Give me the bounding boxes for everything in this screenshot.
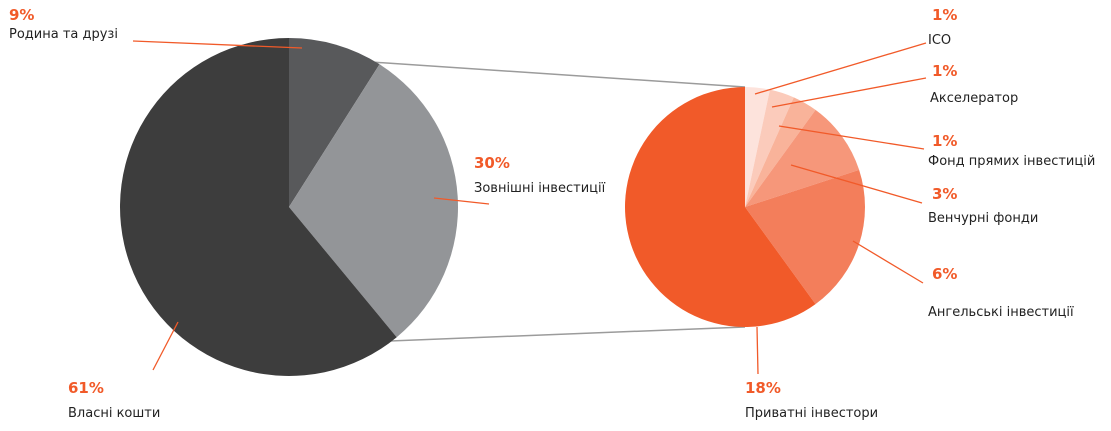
- leader-lines: [132, 40, 927, 375]
- private-investors-percent-label: 18%: [745, 379, 781, 397]
- venture-funds-category-label: Венчурні фонди: [928, 211, 1038, 226]
- private-equity-fund-leader-line: [778, 125, 925, 150]
- private-investors-category-label: Приватні інвестори: [745, 406, 878, 421]
- venture-funds-percent-label: 3%: [932, 185, 957, 203]
- private-equity-fund-category-label: Фонд прямих інвестицій: [928, 154, 1095, 169]
- ico-category-label: ICO: [928, 33, 951, 48]
- venture-funds-leader-line: [790, 164, 923, 204]
- family-friends-percent-label: 9%: [9, 6, 34, 24]
- family-friends-leader-line: [132, 40, 303, 49]
- secondary-pie-slice-3: [745, 97, 816, 207]
- main-pie-slice-2: [289, 64, 458, 338]
- accelerator-category-label: Акселератор: [930, 91, 1018, 106]
- own-funds-category-label: Власні кошти: [68, 406, 160, 421]
- secondary-pie-slice-6: [625, 87, 816, 327]
- secondary-pie-slice-5: [745, 169, 865, 305]
- accelerator-percent-label: 1%: [932, 62, 957, 80]
- ico-leader-line: [754, 42, 927, 95]
- secondary-pie-slice-2: [745, 89, 794, 207]
- secondary-pie: [625, 87, 865, 327]
- family-friends-category-label: Родина та друзі: [9, 27, 118, 42]
- external-investments-percent-label: 30%: [474, 154, 510, 172]
- external-investments-leader-line: [433, 197, 490, 205]
- secondary-pie-slice-1: [745, 87, 770, 207]
- pie-connector-lines: [370, 61, 746, 342]
- ico-percent-label: 1%: [932, 6, 957, 24]
- main-pie-slice-3: [119, 38, 397, 376]
- angel-investments-leader-line: [852, 240, 924, 284]
- own-funds-percent-label: 61%: [68, 379, 104, 397]
- connector-line-top: [370, 61, 746, 88]
- connector-line-bottom: [389, 326, 746, 342]
- external-investments-category-label: Зовнішні інвестиції: [474, 181, 606, 196]
- slice-labels: 9% Родина та друзі 30% Зовнішні інвестиції 6…: [9, 6, 1095, 421]
- main-pie: [119, 38, 458, 376]
- own-funds-leader-line: [152, 321, 179, 371]
- private-investors-leader-line: [756, 326, 759, 375]
- main-pie-slice-1: [289, 38, 380, 207]
- accelerator-leader-line: [771, 77, 927, 108]
- private-equity-fund-percent-label: 1%: [932, 132, 957, 150]
- angel-investments-percent-label: 6%: [932, 265, 957, 283]
- angel-investments-category-label: Ангельські інвестиції: [928, 305, 1074, 320]
